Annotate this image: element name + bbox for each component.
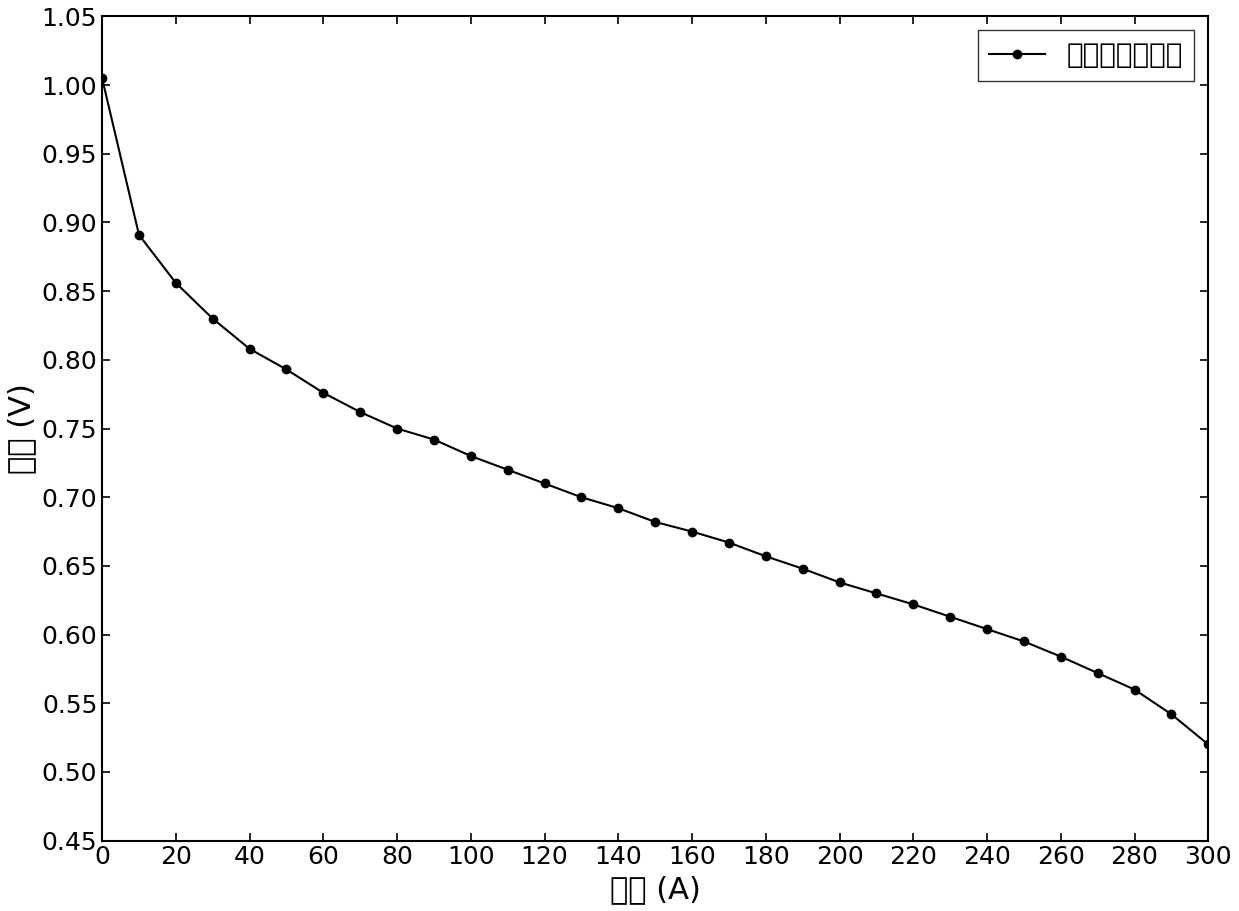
模拟测试后电压 [1163,709,1178,720]
Legend: 模拟测试后电压: 模拟测试后电压 [978,30,1194,80]
模拟测试后电压 [685,526,700,537]
模拟测试后电压 [169,278,183,289]
模拟测试后电压 [943,611,958,622]
模拟测试后电压 [242,343,256,354]
模拟测试后电压 [389,423,404,434]
模拟测试后电压 [869,588,883,599]
模拟测试后电压 [279,364,294,375]
模拟测试后电压 [426,434,441,445]
模拟测试后电压 [131,230,146,241]
Y-axis label: 电压 (V): 电压 (V) [7,384,36,474]
模拟测试后电压 [1127,684,1142,695]
X-axis label: 电流 (A): 电流 (A) [610,875,700,904]
模拟测试后电压 [758,551,773,562]
模拟测试后电压 [1201,739,1215,750]
模拟测试后电压 [206,313,221,324]
模拟测试后电压 [648,517,663,527]
模拟测试后电压 [833,577,847,588]
模拟测试后电压 [1053,651,1068,662]
模拟测试后电压 [353,406,368,417]
模拟测试后电压 [574,492,589,503]
模拟测试后电压 [1016,636,1031,647]
模拟测试后电压 [721,537,736,548]
Line: 模拟测试后电压: 模拟测试后电压 [98,74,1213,749]
模拟测试后电压 [1090,668,1105,679]
模拟测试后电压 [94,73,109,84]
模拟测试后电压 [463,451,478,462]
模拟测试后电压 [501,465,515,476]
模拟测试后电压 [980,624,995,635]
模拟测试后电压 [538,478,553,489]
模拟测试后电压 [906,599,921,609]
模拟测试后电压 [316,387,331,398]
模拟测试后电压 [611,503,626,514]
模拟测试后电压 [795,563,810,574]
